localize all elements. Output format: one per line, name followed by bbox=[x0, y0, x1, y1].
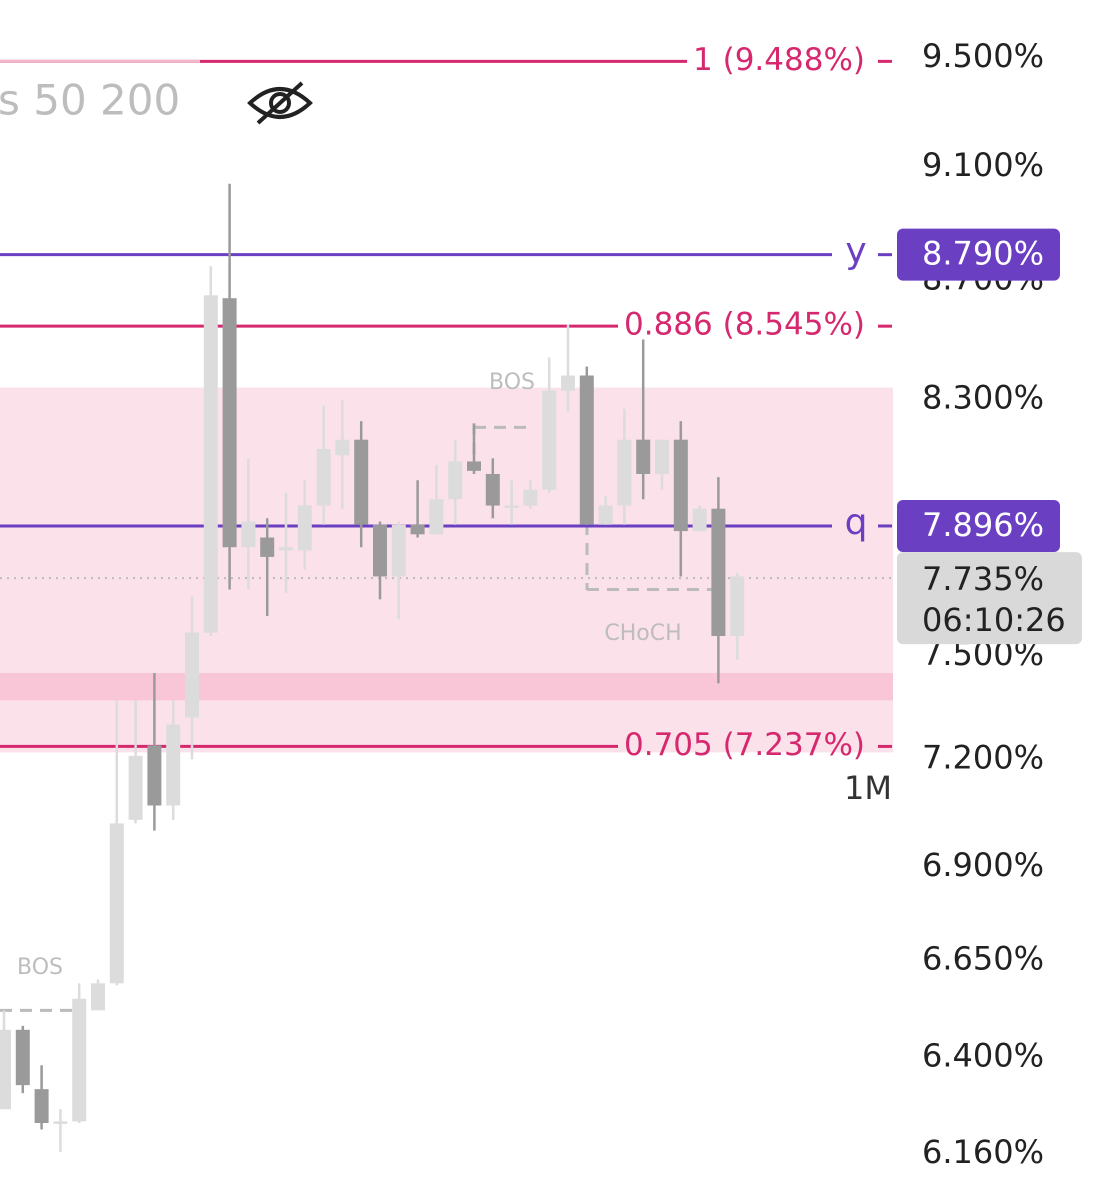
level-label: q bbox=[845, 502, 868, 543]
candle-body bbox=[279, 547, 293, 551]
visibility-icon[interactable] bbox=[247, 81, 313, 125]
candle-body bbox=[166, 724, 181, 806]
candle-body bbox=[109, 823, 124, 984]
candle-body bbox=[467, 461, 481, 471]
y-tick-label: 8.300% bbox=[922, 379, 1044, 417]
candle-body bbox=[147, 745, 162, 806]
candle-body bbox=[561, 375, 575, 391]
countdown-label: 06:10:26 bbox=[922, 601, 1066, 639]
structure-label: BOS bbox=[17, 955, 63, 980]
y-tick-label: 6.400% bbox=[922, 1036, 1044, 1074]
y-tick-label: 9.100% bbox=[922, 146, 1044, 184]
y-tick-label: 9.500% bbox=[922, 37, 1044, 75]
candle-body bbox=[203, 295, 218, 633]
candle-body bbox=[72, 998, 87, 1122]
candle-body bbox=[617, 439, 632, 506]
candle-body bbox=[636, 439, 651, 474]
candle-body bbox=[485, 473, 500, 506]
candle-body bbox=[598, 505, 613, 525]
candle-body bbox=[0, 1029, 11, 1110]
candle-body bbox=[448, 461, 463, 500]
interval-label[interactable]: 1M bbox=[844, 769, 892, 807]
candle-body bbox=[335, 439, 350, 456]
y-tick-label: 7.200% bbox=[922, 738, 1044, 776]
candle-body bbox=[579, 375, 594, 525]
candle-body bbox=[711, 508, 726, 636]
candle-body bbox=[655, 439, 669, 474]
price-badge bbox=[897, 228, 1060, 281]
candle-body bbox=[429, 499, 444, 535]
candle-body bbox=[241, 521, 256, 548]
candle-body bbox=[316, 448, 331, 506]
candle-body bbox=[354, 439, 369, 525]
last-price-label: 7.735% bbox=[922, 560, 1044, 598]
candle-body bbox=[692, 508, 707, 532]
candle-body bbox=[185, 632, 199, 718]
candle-body bbox=[260, 537, 275, 557]
price-badge-label: 7.896% bbox=[922, 506, 1044, 544]
y-tick-label: 6.160% bbox=[922, 1133, 1044, 1171]
candle-body bbox=[373, 524, 387, 577]
zone bbox=[0, 673, 893, 701]
structure-label: CHoCH bbox=[604, 621, 681, 646]
price-badge bbox=[897, 499, 1060, 552]
candle-body bbox=[53, 1121, 68, 1124]
y-tick-label: 6.650% bbox=[922, 939, 1044, 977]
candle-body bbox=[15, 1029, 30, 1086]
candle-body bbox=[730, 576, 745, 636]
candle-body bbox=[128, 755, 143, 820]
level-label: 0.705 (7.237%) bbox=[624, 727, 865, 763]
structure-label: BOS bbox=[489, 370, 535, 395]
y-tick-label: 6.900% bbox=[922, 846, 1044, 884]
candle-body bbox=[673, 439, 688, 532]
last-price-badge bbox=[897, 552, 1082, 645]
candle-body bbox=[222, 298, 237, 548]
price-badge-label: 8.790% bbox=[922, 235, 1044, 273]
candle-body bbox=[297, 505, 312, 551]
candle-body bbox=[391, 524, 406, 577]
indicator-legend: s 50 200 bbox=[0, 76, 180, 125]
candle-body bbox=[410, 524, 425, 535]
candle-body bbox=[523, 489, 538, 506]
candle-body bbox=[91, 983, 105, 1011]
level-label: 0.886 (8.545%) bbox=[624, 307, 865, 343]
candle-body bbox=[504, 505, 519, 509]
level-label: 1 (9.488%) bbox=[693, 42, 865, 78]
level-label: y bbox=[845, 231, 866, 272]
candle-body bbox=[34, 1089, 49, 1123]
candle-body bbox=[542, 390, 557, 490]
